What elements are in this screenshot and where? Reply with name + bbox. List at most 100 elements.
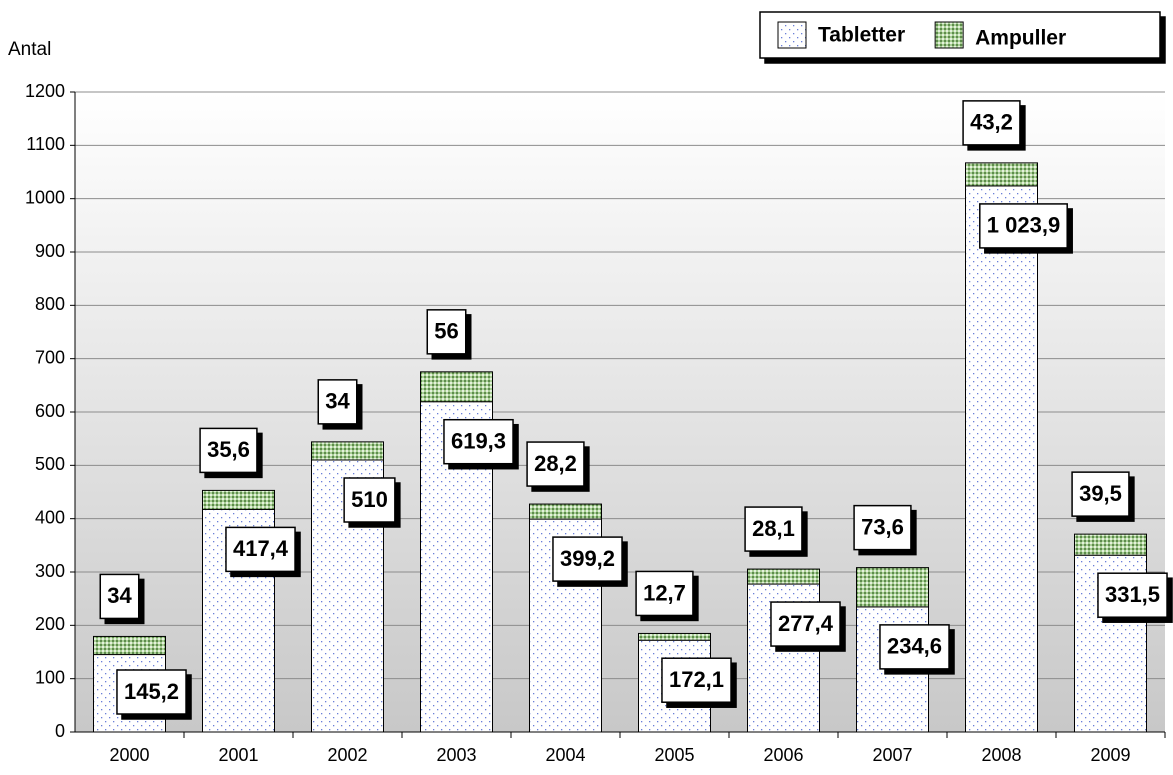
- y-tick-label: 700: [35, 347, 65, 367]
- data-label-text: 12,7: [643, 580, 686, 605]
- y-tick-label: 200: [35, 614, 65, 634]
- bar-segment: [311, 441, 384, 461]
- y-tick-label: 1100: [26, 134, 65, 154]
- x-tick-label: 2001: [218, 745, 258, 765]
- data-label-box: [1097, 572, 1168, 618]
- data-label-text: 28,2: [534, 451, 577, 476]
- data-label-text: 331,5: [1105, 582, 1160, 607]
- y-tick-label: 800: [35, 294, 65, 314]
- data-label-box: [879, 624, 950, 670]
- bar-segment: [747, 568, 820, 585]
- x-tick-label: 2006: [763, 745, 803, 765]
- legend: Tabletter Ampuller: [759, 11, 1161, 59]
- legend-swatch: [934, 21, 964, 49]
- y-tick-label: 100: [35, 667, 65, 687]
- x-tick-label: 2008: [981, 745, 1021, 765]
- x-tick-label: 2000: [109, 745, 149, 765]
- data-label: 234,6: [879, 624, 950, 670]
- data-label-text: 399,2: [560, 546, 615, 571]
- bar-segment: [965, 162, 1038, 187]
- data-label-box: [199, 427, 258, 474]
- bar-segment: [420, 371, 493, 403]
- y-tick-label: 400: [35, 507, 65, 527]
- data-label-text: 1 023,9: [987, 213, 1060, 238]
- data-label-box: [225, 526, 296, 573]
- data-label: 73,6: [853, 504, 912, 551]
- data-label-box: [426, 309, 467, 355]
- data-label-box: [116, 669, 187, 715]
- data-label-text: 56: [434, 319, 458, 344]
- data-label: 417,4: [225, 526, 296, 573]
- data-label-box: [853, 504, 912, 551]
- data-label: 145,2: [116, 669, 187, 715]
- data-label-box: [343, 477, 396, 523]
- y-tick-label: 1200: [25, 81, 65, 101]
- data-label-text: 34: [325, 389, 350, 414]
- data-label-box: [1071, 471, 1130, 517]
- bar-segment: [93, 635, 166, 656]
- x-tick-label: 2003: [436, 745, 476, 765]
- y-tick-label: 0: [55, 721, 65, 741]
- data-label-box: [661, 657, 732, 703]
- data-label-text: 172,1: [669, 667, 724, 692]
- data-label-box: [99, 573, 140, 620]
- y-axis-label: Antal: [8, 39, 51, 60]
- data-label-box: [443, 418, 514, 465]
- data-label-text: 73,6: [861, 514, 904, 539]
- data-label-box: [635, 570, 694, 617]
- legend-label: Ampuller: [975, 27, 1066, 50]
- data-label-text: 43,2: [970, 110, 1013, 135]
- data-label-box: [962, 100, 1021, 146]
- bar-segment: [638, 632, 711, 641]
- y-tick-label: 1000: [25, 187, 65, 207]
- x-tick-label: 2004: [545, 745, 585, 765]
- x-tick-label: 2009: [1090, 745, 1130, 765]
- bar-segment: [1074, 533, 1147, 556]
- x-tick-label: 2005: [654, 745, 694, 765]
- data-label: 39,5: [1071, 471, 1130, 517]
- bar-segment: [965, 185, 1038, 733]
- data-label: 56: [426, 309, 467, 355]
- data-label: 331,5: [1097, 572, 1168, 618]
- data-label-box: [552, 536, 623, 582]
- y-tick-label: 600: [35, 401, 65, 421]
- data-label-text: 145,2: [124, 679, 179, 704]
- x-tick-label: 2007: [872, 745, 912, 765]
- data-label: 12,7: [635, 570, 694, 617]
- y-tick-label: 300: [35, 561, 65, 581]
- bar-segment: [202, 489, 275, 510]
- data-label: 34: [99, 573, 140, 620]
- data-label-box: [526, 441, 585, 487]
- data-label-box: [979, 203, 1068, 249]
- y-tick-label: 900: [35, 241, 65, 261]
- data-label-text: 619,3: [451, 429, 506, 454]
- data-label-box: [317, 379, 358, 425]
- data-label: 28,2: [526, 441, 585, 487]
- x-tick-label: 2002: [327, 745, 367, 765]
- data-label-text: 28,1: [752, 516, 795, 541]
- data-label: 34: [317, 379, 358, 425]
- legend-label: Tabletter: [818, 24, 905, 47]
- data-label-text: 234,6: [887, 634, 942, 659]
- data-label-text: 35,6: [207, 437, 250, 462]
- data-label: 510: [343, 477, 396, 523]
- data-label: 399,2: [552, 536, 623, 582]
- data-label: 1 023,9: [979, 203, 1068, 249]
- data-label: 172,1: [661, 657, 732, 703]
- data-label-box: [744, 506, 803, 552]
- data-label: 277,4: [770, 601, 841, 647]
- bar-segment: [529, 503, 602, 520]
- y-tick-label: 500: [35, 454, 65, 474]
- data-label: 35,6: [199, 427, 258, 474]
- data-label-text: 34: [107, 583, 132, 608]
- data-label: 619,3: [443, 418, 514, 465]
- data-label-text: 39,5: [1079, 481, 1122, 506]
- data-label-text: 510: [351, 487, 388, 512]
- data-label-box: [770, 601, 841, 647]
- data-label: 28,1: [744, 506, 803, 552]
- bar-segment: [856, 567, 929, 608]
- legend-swatch: [777, 21, 807, 49]
- data-label-text: 417,4: [233, 536, 289, 561]
- data-label-text: 277,4: [778, 611, 834, 636]
